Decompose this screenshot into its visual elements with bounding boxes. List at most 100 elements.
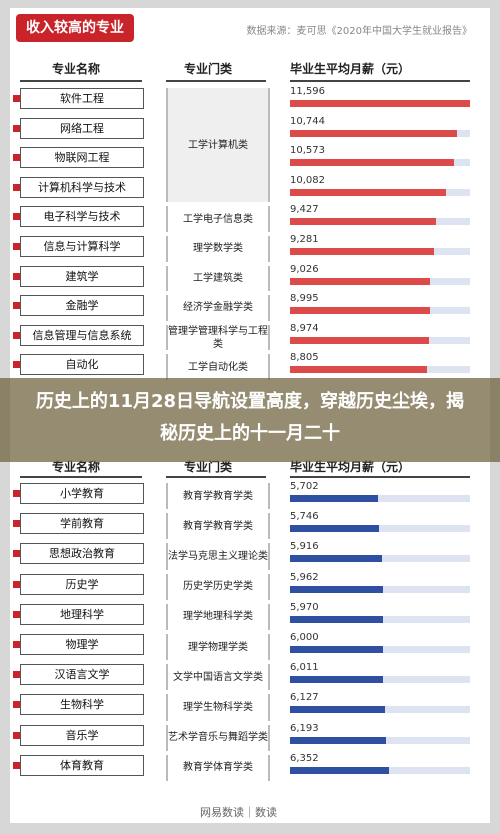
header-major-2: 专业名称 xyxy=(52,460,101,474)
salary-bar xyxy=(290,218,437,226)
salary-value-label: 5,970 xyxy=(290,601,319,613)
header-divider-category xyxy=(166,80,266,82)
category-label: 理学地理科学类 xyxy=(166,603,270,630)
row-marker xyxy=(13,272,20,280)
major-label: 计算机科学与技术 xyxy=(20,176,144,198)
salary-value-label: 6,352 xyxy=(290,752,319,764)
category-label: 理学数学类 xyxy=(166,236,270,262)
row-marker xyxy=(13,701,20,709)
category-label: 教育学教育学类 xyxy=(166,483,270,510)
row-marker xyxy=(13,520,20,528)
category-label: 理学生物科学类 xyxy=(166,694,270,721)
category-label: 工学建筑类 xyxy=(166,265,270,292)
major-label: 信息管理与信息系统 xyxy=(20,324,144,346)
salary-value-label: 6,000 xyxy=(290,632,319,643)
salary-bar xyxy=(290,676,384,684)
header-divider-major-2 xyxy=(20,476,142,478)
row-marker xyxy=(13,243,20,250)
bar-track xyxy=(290,525,470,533)
salary-bar xyxy=(290,159,455,167)
row-marker xyxy=(13,610,20,618)
major-label: 思想政治教育 xyxy=(20,543,144,565)
salary-value-label: 8,995 xyxy=(290,293,319,305)
row-marker xyxy=(13,761,20,769)
header-category-2: 专业门类 xyxy=(184,460,233,474)
category-label: 文学中国语言文学类 xyxy=(166,664,270,691)
category-label: 工学电子信息类 xyxy=(166,206,270,232)
row-marker xyxy=(13,641,20,648)
salary-bar xyxy=(290,277,431,285)
salary-bar xyxy=(290,129,457,137)
major-label: 金融学 xyxy=(20,295,144,317)
row-marker xyxy=(13,331,20,339)
category-label: 教育学体育学类 xyxy=(166,754,270,781)
row-marker xyxy=(13,95,20,102)
major-label: 物理学 xyxy=(20,634,144,655)
major-label: 历史学 xyxy=(20,573,144,595)
salary-value-label: 8,805 xyxy=(290,352,319,364)
salary-bar xyxy=(290,615,383,623)
major-label: 生物科学 xyxy=(20,694,144,716)
header-divider-major xyxy=(20,80,142,82)
category-label: 法学马克思主义理论类 xyxy=(166,543,270,570)
salary-bar xyxy=(290,100,470,107)
salary-bar xyxy=(290,706,386,714)
major-label: 学前教育 xyxy=(20,513,144,535)
footer-logo: 网易数读｜数读 xyxy=(200,806,277,819)
salary-value-label: 6,011 xyxy=(290,662,319,674)
salary-value-label: 5,702 xyxy=(290,481,319,492)
salary-bar xyxy=(290,555,382,563)
row-marker xyxy=(13,671,20,679)
major-label: 汉语言文学 xyxy=(20,664,144,686)
salary-value-label: 10,573 xyxy=(290,145,325,157)
title-banner: 历史上的11月28日导航设置高度，穿越历史尘埃，揭秘历史上的十一月二十 xyxy=(0,378,500,462)
salary-value-label: 9,026 xyxy=(290,263,319,275)
major-label: 网络工程 xyxy=(20,117,144,139)
major-label: 体育教育 xyxy=(20,754,144,776)
row-marker xyxy=(13,361,20,369)
category-label: 艺术学音乐与舞蹈学类 xyxy=(166,724,270,751)
category-label: 经济学金融学类 xyxy=(166,295,270,321)
category-label: 历史学历史学类 xyxy=(166,573,270,600)
header-category: 专业门类 xyxy=(184,62,233,76)
header-salary: 毕业生平均月薪（元） xyxy=(290,62,411,76)
salary-bar xyxy=(290,248,434,255)
row-marker xyxy=(13,183,20,191)
salary-bar xyxy=(290,336,430,344)
bar-track xyxy=(290,495,470,502)
chart-tag: 收入较高的专业 xyxy=(16,14,134,42)
row-marker xyxy=(13,213,20,221)
major-label: 电子科学与技术 xyxy=(20,206,144,228)
salary-value-label: 6,193 xyxy=(290,722,319,734)
major-label: 自动化 xyxy=(20,354,144,376)
row-marker xyxy=(13,302,20,310)
salary-value-label: 11,596 xyxy=(290,86,325,97)
data-source: 数据来源：麦可思《2020年中国大学生就业报告》 xyxy=(246,26,472,37)
salary-value-label: 9,427 xyxy=(290,204,319,216)
salary-bar xyxy=(290,188,447,196)
category-label: 理学物理学类 xyxy=(166,634,270,661)
major-label: 物联网工程 xyxy=(20,147,144,169)
major-label: 小学教育 xyxy=(20,483,144,504)
salary-value-label: 5,746 xyxy=(290,511,319,523)
major-label: 地理科学 xyxy=(20,603,144,625)
salary-value-label: 5,962 xyxy=(290,571,319,583)
row-marker xyxy=(13,580,20,588)
major-label: 软件工程 xyxy=(20,88,144,109)
row-marker xyxy=(13,550,20,558)
major-label: 音乐学 xyxy=(20,724,144,746)
category-label: 工学自动化类 xyxy=(166,354,270,380)
major-label: 建筑学 xyxy=(20,265,144,287)
header-divider-salary-2 xyxy=(290,476,470,478)
salary-bar xyxy=(290,495,379,502)
salary-value-label: 5,916 xyxy=(290,541,319,553)
row-marker xyxy=(13,154,20,162)
row-marker xyxy=(13,490,20,497)
salary-bar xyxy=(290,525,380,533)
salary-bar xyxy=(290,766,389,774)
salary-bar xyxy=(290,646,384,653)
category-label: 管理学管理科学与工程类 xyxy=(166,324,270,351)
header-major: 专业名称 xyxy=(52,62,101,76)
header-salary-2: 毕业生平均月薪（元） xyxy=(290,460,411,474)
major-label: 信息与计算科学 xyxy=(20,236,144,257)
